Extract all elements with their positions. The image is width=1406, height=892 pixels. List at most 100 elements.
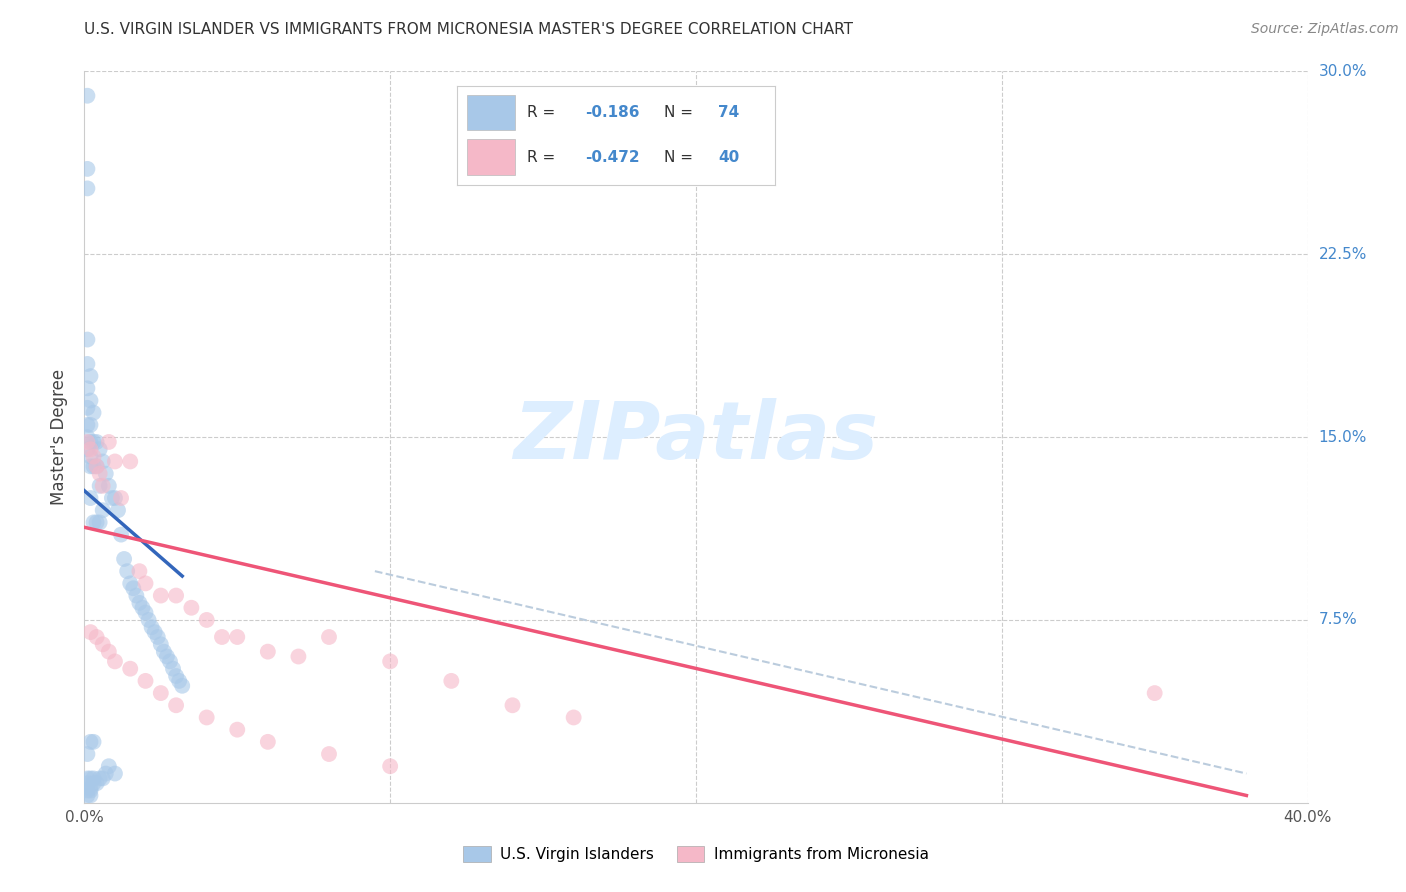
Point xyxy=(165,589,187,603)
Point xyxy=(86,776,108,790)
Text: 30.0%: 30.0% xyxy=(1319,64,1367,78)
Point xyxy=(159,654,181,668)
Point xyxy=(380,759,402,773)
Point xyxy=(562,710,585,724)
Point xyxy=(83,735,105,749)
Point xyxy=(502,698,524,713)
Point xyxy=(257,735,280,749)
Point xyxy=(101,491,124,505)
Point xyxy=(89,516,111,530)
Point xyxy=(94,766,117,780)
Point xyxy=(156,649,179,664)
Text: R =: R = xyxy=(527,105,561,120)
Point xyxy=(440,673,463,688)
Point xyxy=(79,772,101,786)
Point xyxy=(135,606,157,620)
Point xyxy=(149,686,172,700)
Point xyxy=(135,673,157,688)
Point xyxy=(104,654,127,668)
Text: 7.5%: 7.5% xyxy=(1319,613,1357,627)
Point xyxy=(167,673,190,688)
Point xyxy=(172,679,194,693)
Point xyxy=(79,625,101,640)
Point xyxy=(110,491,132,505)
Point xyxy=(146,630,169,644)
Point xyxy=(143,625,166,640)
Point xyxy=(91,772,114,786)
Point xyxy=(110,527,132,541)
Text: 15.0%: 15.0% xyxy=(1319,430,1367,444)
Point xyxy=(104,454,127,468)
Point xyxy=(76,181,98,195)
Point xyxy=(83,434,105,449)
Point xyxy=(318,747,340,761)
Point xyxy=(79,417,101,432)
Point xyxy=(226,630,249,644)
FancyBboxPatch shape xyxy=(467,95,515,130)
Point xyxy=(162,662,184,676)
Point xyxy=(125,589,148,603)
Point xyxy=(318,630,340,644)
Point xyxy=(287,649,309,664)
Point xyxy=(79,393,101,408)
Point xyxy=(97,479,120,493)
Point xyxy=(83,516,105,530)
Text: -0.472: -0.472 xyxy=(585,150,640,165)
Point xyxy=(1143,686,1166,700)
Text: U.S. VIRGIN ISLANDER VS IMMIGRANTS FROM MICRONESIA MASTER'S DEGREE CORRELATION C: U.S. VIRGIN ISLANDER VS IMMIGRANTS FROM … xyxy=(84,22,853,37)
Point xyxy=(149,589,172,603)
Point xyxy=(76,442,98,457)
Point xyxy=(120,576,142,591)
Point xyxy=(131,600,153,615)
Point xyxy=(195,613,218,627)
Point xyxy=(76,783,98,797)
Point xyxy=(79,450,101,464)
Point xyxy=(86,630,108,644)
Point xyxy=(122,581,145,595)
Point xyxy=(97,759,120,773)
Text: N =: N = xyxy=(664,105,697,120)
Point xyxy=(83,776,105,790)
Point xyxy=(79,735,101,749)
Point xyxy=(79,442,101,457)
Text: 74: 74 xyxy=(718,105,740,120)
Point xyxy=(76,161,98,176)
Y-axis label: Master's Degree: Master's Degree xyxy=(51,369,69,505)
Point xyxy=(112,552,135,566)
Point xyxy=(165,669,187,683)
Point xyxy=(79,789,101,803)
Point xyxy=(76,434,98,449)
Point xyxy=(83,450,105,464)
Point xyxy=(120,454,142,468)
Point xyxy=(89,442,111,457)
Point xyxy=(115,564,138,578)
Point xyxy=(180,600,202,615)
Point xyxy=(91,454,114,468)
Text: ZIPatlas: ZIPatlas xyxy=(513,398,879,476)
Point xyxy=(79,434,101,449)
Point xyxy=(76,789,98,803)
Point xyxy=(226,723,249,737)
Point xyxy=(83,406,105,420)
Point xyxy=(79,781,101,796)
Point xyxy=(79,783,101,797)
Text: N =: N = xyxy=(664,150,697,165)
Point xyxy=(257,645,280,659)
Point xyxy=(104,491,127,505)
Point xyxy=(165,698,187,713)
Point xyxy=(76,747,98,761)
Point xyxy=(153,645,176,659)
Point xyxy=(135,576,157,591)
Point xyxy=(195,710,218,724)
Point xyxy=(79,369,101,384)
Point xyxy=(76,401,98,415)
Point xyxy=(83,459,105,474)
Point xyxy=(83,772,105,786)
Legend: U.S. Virgin Islanders, Immigrants from Micronesia: U.S. Virgin Islanders, Immigrants from M… xyxy=(457,840,935,868)
Point xyxy=(76,333,98,347)
Point xyxy=(79,459,101,474)
Text: 22.5%: 22.5% xyxy=(1319,247,1367,261)
Text: R =: R = xyxy=(527,150,561,165)
Point xyxy=(91,503,114,517)
Point xyxy=(89,479,111,493)
